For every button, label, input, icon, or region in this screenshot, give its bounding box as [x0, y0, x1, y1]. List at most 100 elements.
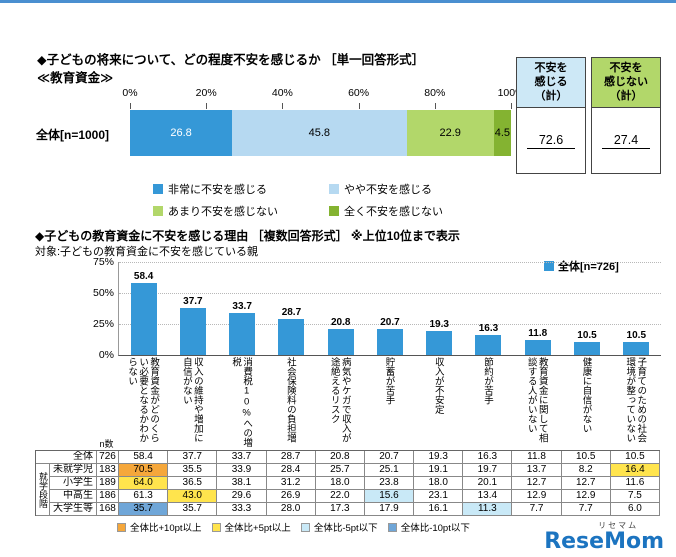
x-axis-tick-mark — [206, 103, 208, 109]
table-value-cell: 35.7 — [119, 503, 169, 516]
highlight-legend: 全体比+10pt以上 全体比+5pt以上 全体比-5pt以下 全体比-10pt以下 — [117, 520, 470, 534]
category-label: 病気やケガで収入が途絶えるリスク — [328, 357, 351, 443]
y-axis-tick-label: 0% — [98, 349, 114, 361]
q1-legend-label: 全く不安を感じない — [344, 206, 443, 218]
legend-swatch — [153, 184, 163, 194]
table-value-cell: 13.7 — [512, 464, 562, 477]
table-row-label: 小学生 — [50, 477, 97, 490]
table-n-value: 189 — [97, 477, 119, 490]
table-row-label: 未就学児 — [50, 464, 97, 477]
q1-summary-boxes: 不安を 感じる （計） 72.6 不安を 感じない （計） 27.4 — [516, 57, 661, 174]
q1-x-axis: 0% 20% 40% 60% 80% 100% — [122, 87, 524, 110]
q2-category-labels: 教育資金がどのくらい必要となるかわからない 収入の維持や増加に自信がない 消費税10… — [118, 357, 660, 448]
q2-legend: 全体[n=726] — [544, 258, 619, 274]
bar-column: 11.8 — [513, 262, 562, 355]
gridline-25pct — [119, 324, 661, 325]
table-value-cell: 16.4 — [610, 464, 660, 477]
bar-value-label: 19.3 — [429, 319, 449, 331]
q1-subtitle: ≪教育資金≫ — [37, 71, 114, 85]
category-label-cell: 貯蓄が苦手 — [364, 357, 413, 448]
q1-legend-item: 非常に不安を感じる — [153, 181, 329, 197]
category-label: 収入の維持や増加に自信がない — [180, 357, 203, 443]
category-label: 収入が不安定 — [432, 357, 444, 414]
table-n-value: 183 — [97, 464, 119, 477]
x-axis-tick-label: 20% — [195, 87, 217, 99]
table-value-cell: 23.8 — [364, 477, 415, 490]
bar-value-label: 20.7 — [380, 317, 400, 329]
category-label-cell: 社会保険料の負担増 — [266, 357, 315, 448]
table-value-cell: 25.1 — [364, 464, 415, 477]
top-border-line — [0, 0, 676, 3]
resemom-logo[interactable]: リセマム ReseMom — [544, 521, 664, 554]
table-value-cell: 12.7 — [512, 477, 562, 490]
table-value-cell: 70.5 — [119, 464, 169, 477]
bar-column: 20.7 — [365, 262, 414, 355]
resemom-logo-kana: リセマム — [598, 521, 639, 530]
table-row-label: 中高生 — [50, 490, 97, 503]
category-label-cell: 収入が不安定 — [414, 357, 463, 448]
bar-value-label: 16.3 — [478, 322, 499, 334]
q1-row-label: 全体[n=1000] — [36, 128, 110, 142]
highlight-legend-swatch — [117, 522, 126, 532]
category-label: 教育資金がどのくらい必要となるかわからない — [126, 357, 160, 443]
bar — [229, 313, 256, 355]
bar-column: 10.5 — [562, 262, 611, 355]
x-axis-tick-label: 0% — [122, 87, 138, 99]
category-label: 子育てのための社会環境が整っていない — [624, 357, 647, 443]
bar-column: 37.7 — [168, 262, 217, 355]
q1-legend-label: あまり不安を感じない — [168, 206, 278, 218]
table-value-cell: 33.7 — [217, 451, 267, 464]
y-axis-tick-label: 50% — [92, 287, 114, 299]
category-label-cell: 収入の維持や増加に自信がない — [167, 357, 216, 448]
table-value-cell: 15.6 — [364, 490, 415, 503]
x-axis-tick-mark — [434, 103, 436, 109]
table-value-cell: 29.6 — [217, 490, 267, 503]
table-value-cell: 26.9 — [266, 490, 316, 503]
summary-box-title-line: 感じる — [534, 76, 568, 88]
bar-column: 19.3 — [415, 262, 464, 355]
q1-stacked-segment: 4.5 — [493, 110, 511, 156]
bar-value-label: 37.7 — [183, 296, 203, 308]
table-n-header: n数 — [99, 439, 114, 449]
category-label-cell: 節約が苦手 — [463, 357, 512, 448]
table-value-cell: 23.1 — [414, 490, 464, 503]
bar — [278, 319, 305, 355]
bar — [524, 340, 551, 355]
bar — [623, 342, 650, 355]
table-value-cell: 20.1 — [463, 477, 513, 490]
bar-column: 16.3 — [464, 262, 513, 355]
table-value-cell: 7.5 — [610, 490, 660, 503]
table-value-cell: 19.1 — [414, 464, 464, 477]
x-axis-tick-mark — [282, 103, 284, 109]
data-table: 全体 726 58.4 37.7 33.7 28.7 20.8 20.7 19.3 16.3 11.… — [35, 450, 660, 516]
bar-column: 58.4 — [119, 262, 168, 355]
y-axis-tick-label: 75% — [92, 256, 114, 268]
q1-legend-item: 全く不安を感じない — [329, 203, 443, 219]
bar-value-label: 11.8 — [528, 328, 548, 340]
table-value-cell: 16.1 — [414, 503, 464, 516]
table-value-cell: 22.0 — [315, 490, 365, 503]
bar-column: 33.7 — [218, 262, 267, 355]
table-row-label: 全体 — [36, 451, 97, 464]
table-row-label: 大学生等 — [50, 503, 97, 516]
bar-value-label: 20.8 — [330, 317, 351, 329]
summary-box-value: 27.4 — [601, 133, 651, 149]
summary-box-title: 不安を 感じない （計） — [592, 58, 660, 108]
table-value-cell: 19.3 — [414, 451, 464, 464]
table-value-cell: 33.3 — [217, 503, 267, 516]
category-label: 貯蓄が苦手 — [383, 357, 395, 405]
table-value-cell: 12.7 — [561, 477, 611, 490]
resemom-logo-text: ReseMom — [544, 529, 664, 554]
table-value-cell: 33.9 — [217, 464, 267, 477]
table-value-cell: 8.2 — [561, 464, 611, 477]
x-axis-tick-label: 40% — [271, 87, 293, 99]
table-value-cell: 28.4 — [266, 464, 316, 477]
summary-box-title: 不安を 感じる （計） — [517, 58, 585, 108]
table-value-cell: 18.0 — [315, 477, 365, 490]
legend-swatch — [153, 206, 163, 216]
q1-legend: 非常に不安を感じる やや不安を感じる あまり不安を感じない 全く不安を感じない — [153, 181, 443, 219]
x-axis-tick-label: 60% — [348, 87, 370, 99]
table-value-cell: 28.0 — [266, 503, 316, 516]
legend-swatch — [329, 184, 339, 194]
